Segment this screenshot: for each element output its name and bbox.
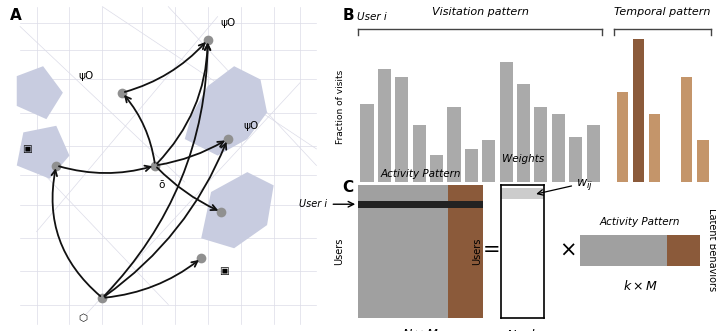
FancyBboxPatch shape [358, 201, 483, 208]
Bar [395, 77, 408, 182]
Polygon shape [185, 66, 267, 156]
Text: Users: Users [473, 238, 483, 265]
Text: $w_{ij}$: $w_{ij}$ [576, 176, 594, 192]
Bar [360, 104, 374, 182]
Text: Latent Behaviors: Latent Behaviors [707, 208, 716, 292]
FancyBboxPatch shape [667, 235, 700, 266]
Bar [412, 125, 426, 182]
Bar [483, 140, 495, 182]
Text: ▣: ▣ [219, 266, 229, 276]
Bar [633, 39, 644, 182]
Text: B: B [342, 8, 354, 23]
Text: ▣: ▣ [21, 144, 32, 154]
Bar [534, 107, 548, 182]
Bar [586, 125, 600, 182]
Bar [378, 69, 391, 182]
Bar [517, 84, 530, 182]
Text: ⬡: ⬡ [78, 313, 87, 323]
Text: ψΟ: ψΟ [78, 71, 94, 81]
Text: $N \times M$: $N \times M$ [402, 328, 439, 331]
Text: $k \times M$: $k \times M$ [623, 279, 657, 293]
Bar [465, 149, 478, 182]
Text: ψΟ: ψΟ [220, 18, 235, 28]
Bar [697, 140, 709, 182]
Text: =: = [483, 240, 500, 260]
Text: Activity Pattern: Activity Pattern [600, 217, 680, 227]
Text: ō: ō [158, 180, 165, 190]
Bar [649, 114, 660, 182]
Text: A: A [10, 8, 22, 23]
Text: Fraction of visits: Fraction of visits [337, 70, 345, 144]
Bar [552, 114, 565, 182]
Text: ψΟ: ψΟ [243, 121, 258, 131]
Bar [681, 77, 692, 182]
Bar [448, 107, 460, 182]
Text: Weights: Weights [501, 154, 544, 164]
FancyBboxPatch shape [501, 188, 544, 199]
Bar [616, 92, 628, 182]
Text: $N \times k$: $N \times k$ [505, 328, 540, 331]
Bar [569, 137, 582, 182]
Text: Visitation pattern: Visitation pattern [432, 7, 528, 17]
Text: C: C [342, 180, 354, 195]
FancyBboxPatch shape [448, 185, 483, 318]
Text: User i: User i [357, 12, 387, 22]
FancyBboxPatch shape [580, 235, 667, 266]
Text: Temporal pattern: Temporal pattern [614, 7, 711, 17]
Polygon shape [16, 66, 63, 119]
Bar [430, 155, 443, 182]
FancyBboxPatch shape [358, 185, 448, 318]
Text: $\times$: $\times$ [559, 240, 576, 260]
Text: User i: User i [299, 199, 326, 209]
Text: Users: Users [334, 238, 344, 265]
Polygon shape [16, 126, 69, 179]
Text: Activity Pattern: Activity Pattern [380, 169, 461, 179]
Bar [500, 62, 513, 182]
Polygon shape [201, 172, 274, 248]
